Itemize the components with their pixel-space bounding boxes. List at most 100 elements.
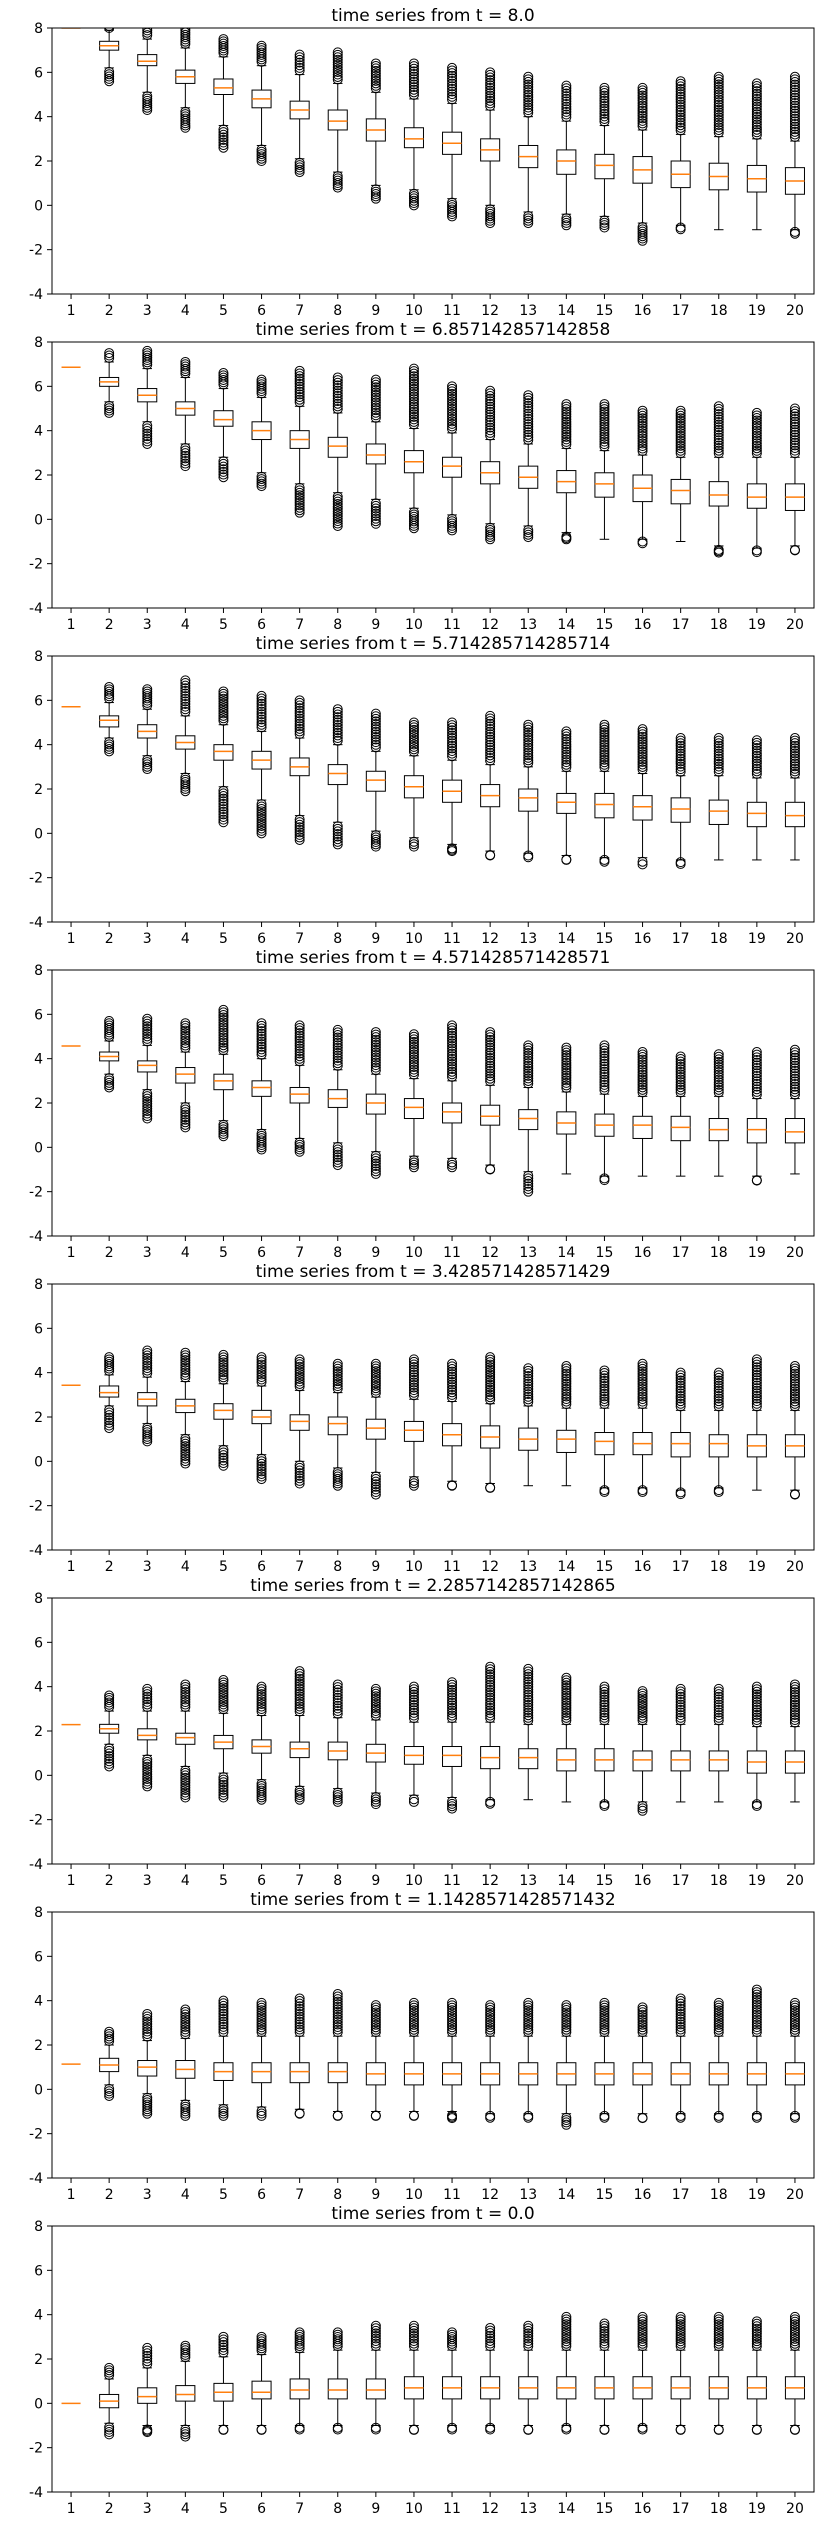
outlier	[485, 1063, 496, 1074]
outlier	[447, 525, 458, 536]
outlier	[561, 101, 572, 112]
outlier	[218, 801, 229, 812]
box-20	[784, 1044, 805, 1175]
outlier	[256, 1689, 267, 1700]
outlier	[218, 134, 229, 145]
outlier	[485, 1362, 496, 1373]
outlier	[142, 761, 153, 772]
outlier	[523, 1371, 534, 1382]
outlier	[370, 508, 381, 519]
outlier	[523, 2002, 534, 2013]
box-body	[213, 410, 234, 427]
outlier	[751, 1175, 762, 1186]
outlier	[713, 740, 724, 751]
x-tick-label: 16	[634, 1245, 652, 1261]
outlier	[789, 1055, 800, 1066]
outlier	[561, 2002, 572, 2013]
outlier	[370, 2328, 381, 2339]
outlier	[104, 1022, 115, 1033]
outlier	[523, 2007, 534, 2018]
y-tick-label: 4	[34, 1680, 43, 1696]
outlier	[713, 2010, 724, 2021]
outlier	[675, 122, 686, 133]
outlier	[180, 2110, 191, 2121]
outlier	[523, 1699, 534, 1710]
outlier	[485, 1394, 496, 1405]
outlier	[294, 60, 305, 71]
box-body	[518, 788, 539, 812]
outlier	[561, 429, 572, 440]
outlier	[447, 1480, 458, 1491]
outlier	[294, 695, 305, 706]
outlier	[599, 426, 610, 437]
outlier	[408, 734, 419, 745]
outlier	[180, 2009, 191, 2020]
outlier	[713, 1401, 724, 1412]
x-tick-label: 1	[67, 2501, 76, 2517]
outlier	[142, 1103, 153, 1114]
outlier	[637, 443, 648, 454]
box-15	[594, 719, 615, 867]
outlier	[599, 434, 610, 445]
outlier	[408, 66, 419, 77]
x-tick-label: 17	[672, 1559, 690, 1575]
outlier	[104, 741, 115, 752]
outlier	[675, 2424, 686, 2435]
outlier	[637, 103, 648, 114]
outlier	[294, 490, 305, 501]
outlier	[599, 2323, 610, 2334]
outlier	[408, 737, 419, 748]
x-tick-label: 6	[257, 931, 266, 947]
outlier	[751, 2004, 762, 2015]
outlier	[142, 428, 153, 439]
outlier	[599, 2007, 610, 2018]
x-tick-label: 3	[143, 1559, 152, 1575]
outlier	[789, 1373, 800, 1384]
outlier	[332, 2022, 343, 2033]
y-tick-label: -2	[29, 2441, 43, 2457]
y-tick-label: 0	[34, 198, 43, 214]
outlier	[789, 1071, 800, 1082]
outlier	[789, 1715, 800, 1726]
outlier	[751, 768, 762, 779]
outlier	[789, 406, 800, 417]
outlier	[142, 348, 153, 359]
outlier	[408, 1382, 419, 1393]
outlier	[408, 1034, 419, 1045]
outlier	[485, 218, 496, 229]
x-tick-label: 7	[295, 1873, 304, 1889]
outlier	[637, 2007, 648, 2018]
outlier	[104, 400, 115, 411]
outlier	[713, 414, 724, 425]
outlier	[675, 1071, 686, 1082]
box-9	[365, 1027, 386, 1179]
outlier	[408, 2320, 419, 2331]
outlier	[408, 394, 419, 405]
outlier	[294, 1144, 305, 1155]
box-body	[632, 1115, 653, 1139]
outlier	[294, 1056, 305, 1067]
y-tick-label: -4	[29, 1229, 43, 1245]
outlier	[599, 2010, 610, 2021]
box-14	[556, 2000, 577, 2130]
outlier	[789, 1694, 800, 1705]
outlier	[142, 1018, 153, 1029]
outlier	[142, 686, 153, 697]
outlier	[332, 1996, 343, 2007]
outlier	[408, 1059, 419, 1070]
outlier	[370, 837, 381, 848]
outlier	[599, 1399, 610, 1410]
outlier	[675, 2321, 686, 2332]
outlier	[637, 1064, 648, 1075]
outlier	[447, 738, 458, 749]
outlier	[561, 2328, 572, 2339]
outlier	[789, 761, 800, 772]
chart-panel-7: time series from t = 1.1428571428571432-…	[29, 1890, 815, 2203]
outlier	[408, 61, 419, 72]
outlier	[485, 2330, 496, 2341]
box-8	[327, 1024, 348, 1171]
outlier	[561, 734, 572, 745]
outlier	[370, 1794, 381, 1805]
outlier	[561, 411, 572, 422]
outlier	[142, 1350, 153, 1361]
